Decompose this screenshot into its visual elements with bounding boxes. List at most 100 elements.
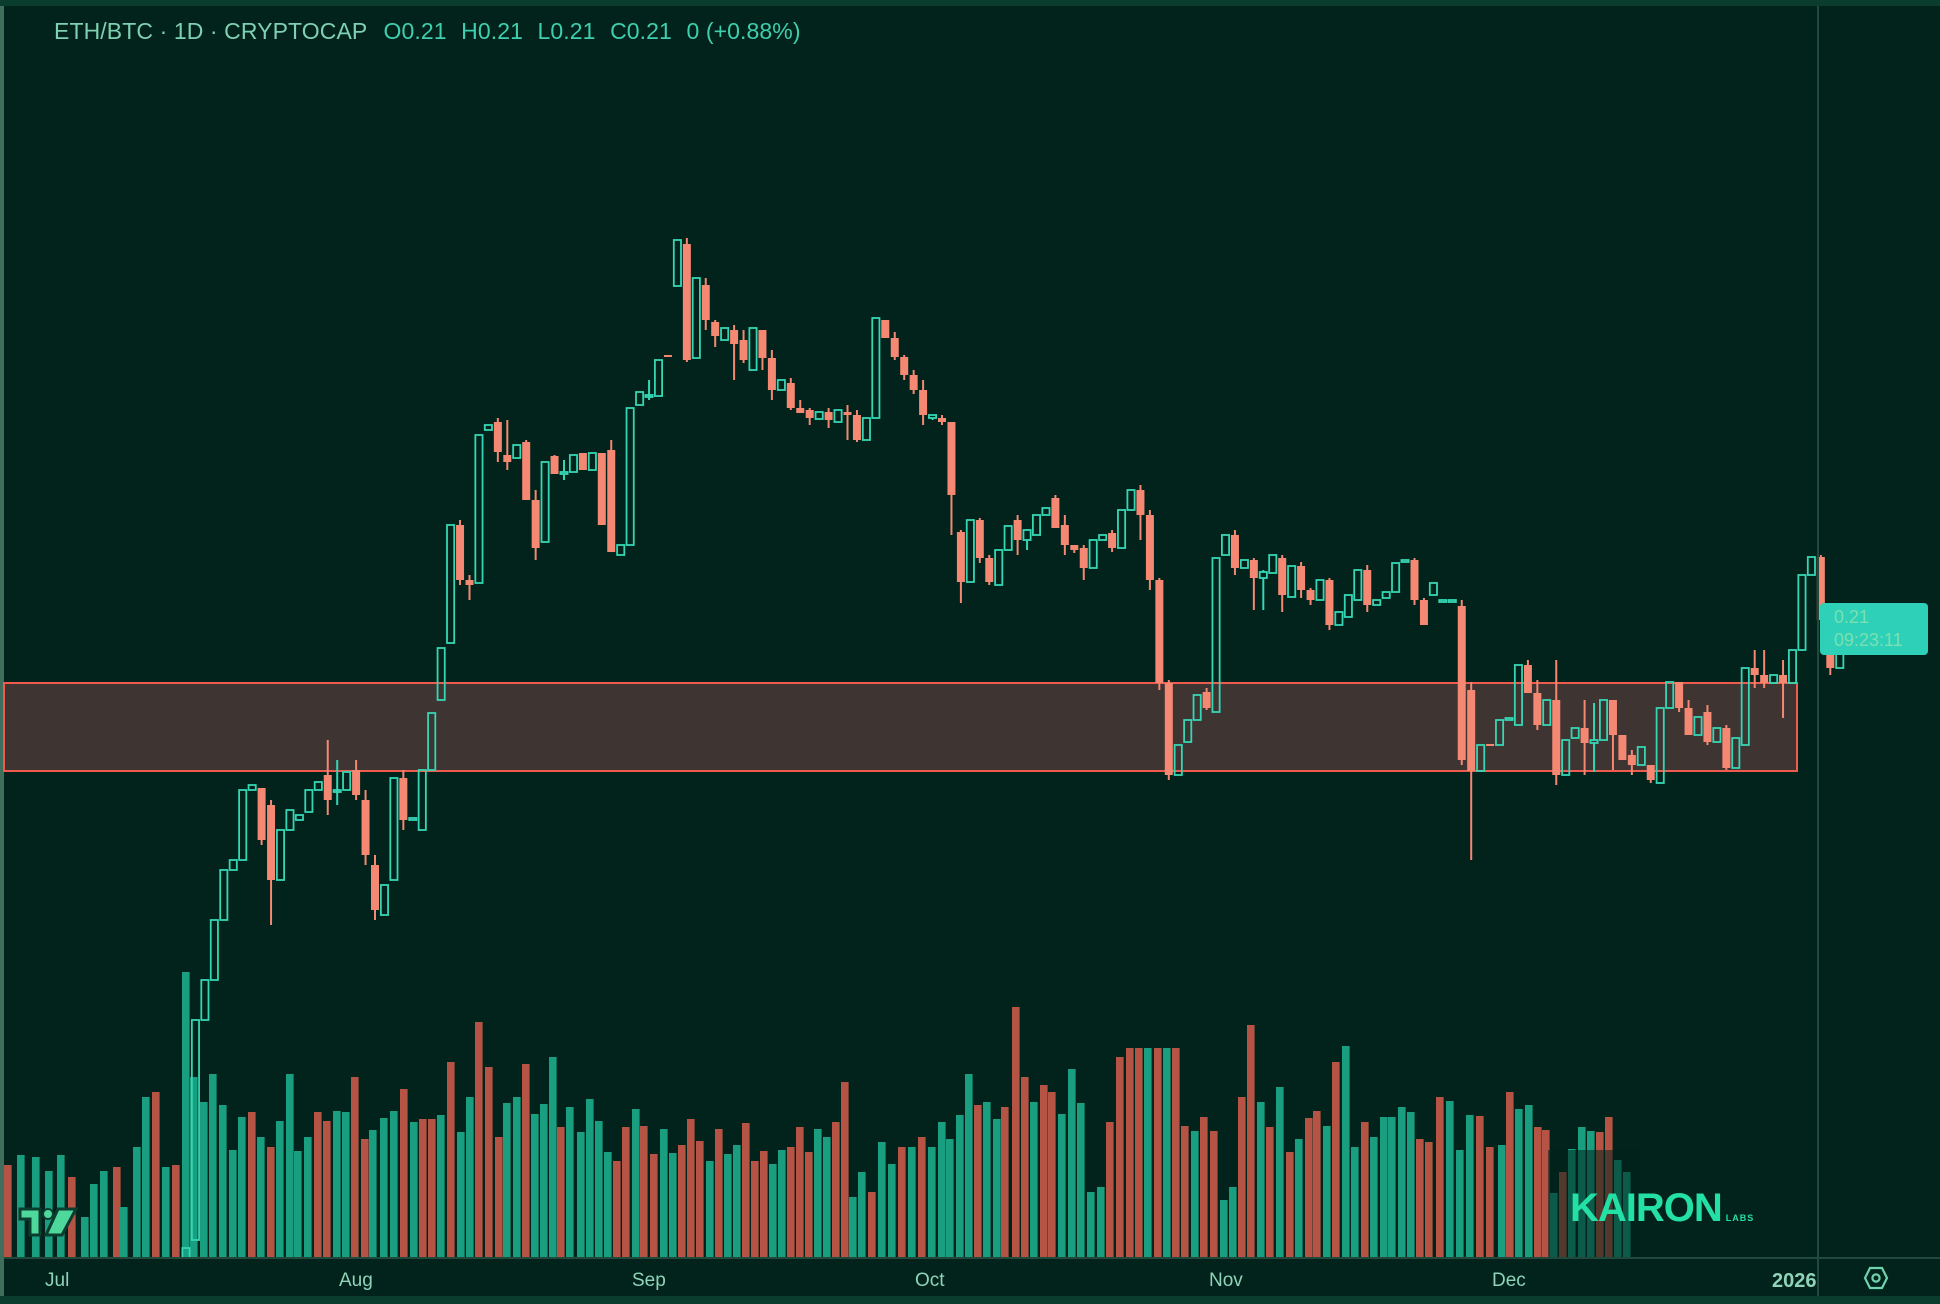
candle: [701, 278, 710, 330]
candle: [1561, 739, 1571, 776]
volume-bar: [437, 1115, 445, 1257]
candle: [304, 789, 314, 813]
candle: [1108, 530, 1117, 552]
candle: [522, 440, 531, 500]
volume-bar: [868, 1192, 876, 1257]
candle: [352, 760, 361, 800]
candle: [512, 444, 522, 459]
volume-bar: [1048, 1092, 1056, 1257]
candle: [1297, 562, 1306, 598]
candle: [1278, 555, 1287, 612]
volume-bar: [133, 1147, 141, 1257]
candle: [1589, 703, 1599, 772]
candle: [1806, 556, 1816, 576]
volume-bar: [457, 1132, 465, 1257]
low-value: L0.21: [537, 18, 596, 44]
volume-bar: [888, 1164, 896, 1257]
candle: [1740, 667, 1750, 746]
candle: [1041, 507, 1051, 516]
ohlc-values: O0.21 H0.21 L0.21 C0.21 0 (+0.88%): [383, 18, 808, 44]
kairon-labs-watermark: KAIRON LABS: [1570, 1186, 1754, 1231]
candle: [786, 378, 795, 410]
candle: [427, 712, 437, 771]
candle: [1334, 611, 1344, 626]
time-label-aug: Aug: [339, 1270, 373, 1291]
volume-bar: [983, 1102, 991, 1257]
volume-bar: [1068, 1069, 1076, 1257]
volume-bar: [1116, 1057, 1124, 1257]
volume-bar: [938, 1122, 946, 1257]
candle: [1221, 534, 1231, 556]
volume-bar: [1332, 1062, 1340, 1257]
candle: [1769, 674, 1779, 684]
volume-bar: [841, 1082, 849, 1257]
volume-bar: [993, 1119, 1001, 1257]
watermark-veil: [1548, 1150, 1640, 1257]
candle: [474, 434, 484, 584]
candle: [1410, 558, 1419, 605]
volume-bar: [466, 1097, 474, 1257]
candle: [1192, 694, 1202, 721]
settings-hex-icon[interactable]: [1863, 1265, 1889, 1291]
volume-bar: [410, 1122, 418, 1257]
last-price-label: 0.21 09:23:11: [1820, 603, 1928, 655]
volume-bar: [1106, 1122, 1114, 1257]
candle: [503, 420, 512, 470]
volume-bar: [152, 1092, 160, 1257]
volume-bar: [390, 1111, 398, 1257]
volume-bar: [57, 1155, 65, 1257]
symbol-title[interactable]: ETH/BTC · 1D · CRYPTOCAP: [54, 18, 367, 44]
candle: [1249, 558, 1258, 610]
candle: [568, 454, 578, 473]
volume-bar: [724, 1154, 732, 1257]
candle: [1032, 514, 1042, 536]
candle: [456, 520, 465, 585]
candle: [1627, 750, 1636, 775]
volume-bar: [380, 1118, 388, 1257]
candle: [1513, 664, 1523, 726]
tradingview-logo-icon[interactable]: [18, 1205, 78, 1239]
candle: [550, 455, 559, 474]
candle: [1816, 555, 1825, 620]
candle: [861, 417, 871, 441]
candle: [776, 379, 786, 391]
candle: [682, 238, 691, 362]
candle: [985, 555, 994, 585]
candle: [587, 452, 597, 471]
chart-legend: ETH/BTC · 1D · CRYPTOCAP O0.21 H0.21 L0.…: [54, 18, 809, 45]
support-zone-rectangle[interactable]: [3, 682, 1798, 772]
volume-bar: [1126, 1048, 1134, 1257]
candle: [1117, 509, 1127, 549]
candle: [219, 869, 229, 921]
candle: [1599, 699, 1609, 741]
candle: [1239, 559, 1249, 569]
volume-bar: [314, 1112, 322, 1257]
volume-bar: [294, 1151, 302, 1257]
volume-bar: [1351, 1147, 1359, 1257]
volume-bar: [113, 1167, 121, 1257]
bar-countdown: 09:23:11: [1834, 630, 1903, 650]
volume-bar: [549, 1057, 557, 1257]
volume-bar: [1416, 1139, 1424, 1257]
window-left-border: [0, 6, 4, 1304]
close-value: C0.21: [610, 18, 672, 44]
candle: [852, 410, 861, 442]
candle: [607, 440, 616, 552]
candle: [1060, 515, 1069, 555]
volume-bar: [248, 1112, 256, 1257]
candle: [758, 330, 767, 370]
volume-bar: [1030, 1102, 1038, 1257]
volume-bar: [1040, 1085, 1048, 1257]
candle: [1542, 699, 1552, 726]
candle: [730, 325, 739, 380]
volume-bar: [751, 1161, 759, 1257]
volume-bar: [1238, 1097, 1246, 1257]
window-bottom-border: [0, 1296, 1940, 1304]
candle: [417, 769, 427, 831]
volume-bar: [613, 1161, 621, 1257]
candle: [644, 380, 654, 400]
volume-bar: [678, 1145, 686, 1257]
volume-bar: [323, 1121, 331, 1257]
candle: [1126, 489, 1136, 511]
